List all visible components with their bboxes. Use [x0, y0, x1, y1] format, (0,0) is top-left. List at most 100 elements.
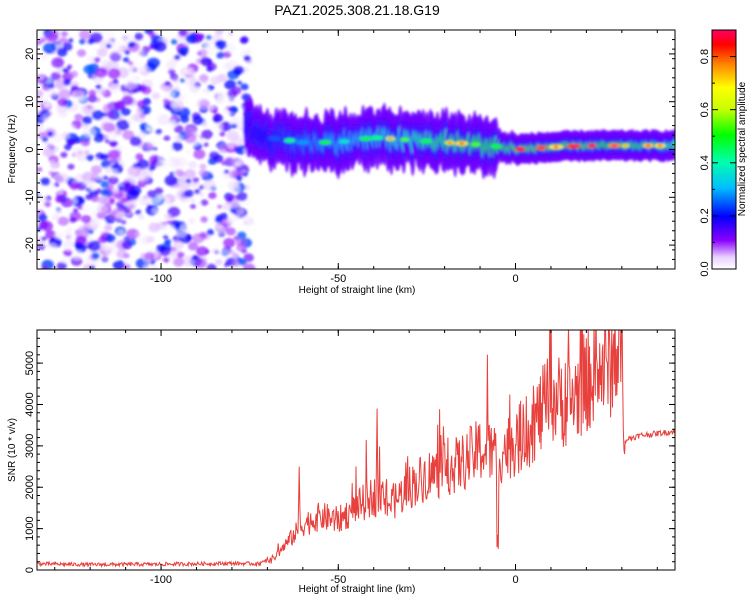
noise-cell — [43, 201, 52, 208]
noise-cell — [82, 115, 93, 125]
noise-cell — [134, 153, 144, 161]
noise-cell — [149, 44, 155, 50]
x-tick-label: 0 — [512, 574, 518, 586]
noise-cell — [229, 199, 241, 209]
noise-cell — [164, 239, 172, 245]
noise-cell — [203, 142, 209, 147]
noise-cell — [87, 229, 94, 235]
noise-cell — [128, 65, 138, 74]
noise-cell — [223, 51, 232, 58]
noise-cell — [87, 240, 101, 252]
noise-cell — [61, 132, 70, 140]
noise-cell — [116, 249, 127, 259]
noise-cell — [51, 57, 65, 68]
noise-cell — [166, 220, 173, 226]
noise-cell — [224, 43, 236, 53]
noise-cell — [163, 257, 170, 263]
noise-cell — [202, 87, 211, 94]
noise-cell — [224, 79, 237, 90]
noise-cell — [242, 172, 248, 177]
noise-cell — [83, 64, 95, 74]
noise-cell — [211, 247, 220, 254]
y-tick-label: 1000 — [24, 516, 36, 540]
noise-cell — [123, 263, 131, 269]
noise-cell — [144, 252, 155, 261]
noise-cell — [155, 128, 162, 135]
spectrogram-xlabel: Height of straight line (km) — [299, 285, 416, 296]
noise-cell — [112, 79, 119, 84]
chart-title: PAZ1.2025.308.21.18.G19 — [274, 2, 440, 18]
noise-cell — [191, 254, 199, 261]
noise-cell — [121, 219, 127, 225]
noise-cell — [240, 83, 249, 91]
snr-series-line — [37, 330, 675, 569]
noise-cell — [126, 228, 140, 240]
noise-cell — [179, 78, 186, 83]
noise-cell — [37, 167, 43, 172]
noise-cell — [74, 113, 84, 121]
noise-cell — [185, 149, 192, 155]
noise-cell — [117, 229, 125, 236]
y-tick-label: -10 — [24, 189, 36, 205]
noise-cell — [173, 125, 184, 134]
noise-cell — [69, 70, 78, 78]
noise-cell — [174, 169, 184, 176]
noise-cell — [223, 169, 230, 174]
noise-cell — [136, 100, 146, 108]
noise-cell — [66, 64, 73, 70]
noise-cell — [200, 233, 208, 240]
y-tick-label: 3000 — [24, 434, 36, 458]
noise-cell — [214, 113, 221, 119]
noise-cell — [133, 112, 146, 123]
noise-cell — [42, 93, 48, 99]
noise-cell — [146, 235, 156, 243]
noise-cell — [83, 127, 96, 138]
noise-cell — [124, 259, 131, 265]
noise-cell — [219, 131, 226, 137]
noise-cell — [76, 49, 87, 57]
noise-cell — [198, 169, 208, 177]
signal-peak — [319, 140, 332, 145]
y-tick-label: 0 — [24, 567, 36, 573]
signal-hotspot — [459, 142, 465, 145]
noise-cell — [40, 177, 51, 186]
noise-cell — [236, 117, 245, 124]
noise-cell — [192, 177, 200, 183]
noise-cell — [189, 84, 200, 93]
noise-cell — [38, 240, 46, 247]
noise-cell — [100, 188, 110, 197]
noise-cell — [96, 48, 108, 57]
noise-cell — [155, 211, 162, 216]
noise-cell — [91, 110, 104, 121]
noise-cell — [174, 134, 184, 142]
noise-cell — [116, 119, 130, 131]
noise-cell — [77, 150, 83, 155]
noise-cell — [172, 76, 179, 82]
noise-cell — [135, 61, 148, 72]
noise-cell — [109, 198, 115, 204]
noise-cell — [165, 225, 177, 235]
noise-cell — [174, 54, 181, 61]
noise-cell — [213, 154, 224, 163]
noise-cell — [37, 74, 45, 81]
snr-ylabel: SNR (10 * v/v) — [7, 418, 18, 482]
noise-cell — [107, 68, 121, 79]
noise-cell — [101, 255, 107, 261]
noise-cell — [81, 214, 92, 224]
noise-cell — [67, 163, 75, 170]
noise-cell — [88, 89, 97, 97]
noise-cell — [135, 232, 141, 237]
noise-cell — [224, 262, 230, 268]
noise-cell — [44, 141, 54, 149]
signal-hotspot — [657, 144, 663, 147]
noise-cell — [77, 95, 87, 103]
spectrogram-heatmap — [37, 30, 675, 269]
noise-cell — [127, 41, 136, 48]
noise-cell — [48, 170, 55, 176]
noise-cell — [228, 170, 238, 179]
signal-hotspot — [553, 145, 559, 149]
noise-cell — [179, 93, 187, 100]
noise-cell — [164, 175, 178, 186]
noise-cell — [242, 263, 256, 269]
noise-cell — [85, 194, 93, 200]
